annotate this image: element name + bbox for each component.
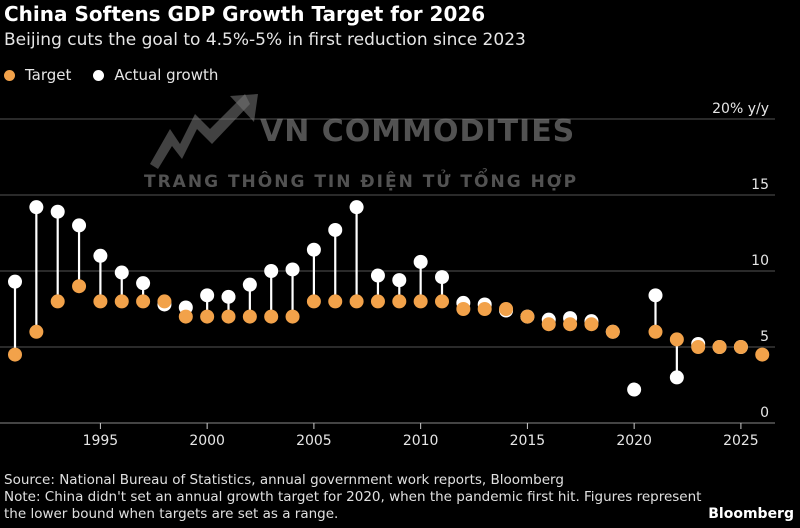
target-point (29, 324, 44, 339)
actual-point (221, 289, 236, 304)
actual-dot-icon (93, 69, 105, 81)
target-point (520, 309, 535, 324)
x-tick-label: 2000 (189, 433, 225, 449)
target-point (200, 309, 215, 324)
source-note: Source: National Bureau of Statistics, a… (4, 472, 564, 488)
target-point (712, 340, 727, 354)
chart-plot: 0 5 10 15 20% y/y 1995 2000 2005 2010 2015 2020 20… (0, 101, 775, 449)
actual-point (306, 242, 321, 257)
actual-point (435, 270, 449, 285)
target-point (413, 294, 428, 309)
target-point (435, 294, 449, 309)
actual-point (200, 288, 215, 303)
target-point (691, 340, 706, 354)
target-point (242, 309, 257, 324)
legend-label-target: Target (25, 66, 72, 84)
x-tick-label: 2020 (616, 433, 652, 449)
y-tick-label: 15 (751, 177, 769, 193)
actual-point (93, 248, 108, 263)
target-point (605, 324, 620, 339)
footer: Source: National Bureau of Statistics, a… (4, 472, 724, 523)
target-point (563, 317, 578, 332)
target-point (221, 309, 236, 324)
y-tick-label: 0 (760, 405, 769, 421)
target-point (755, 347, 770, 362)
target-point (477, 302, 492, 316)
stems (13, 207, 700, 378)
x-tick-label: 2025 (723, 433, 759, 449)
target-point (648, 324, 663, 339)
target-point (733, 340, 748, 354)
target-dot-icon (4, 69, 15, 81)
actual-point (264, 264, 279, 278)
brand-logo: Bloomberg (708, 506, 794, 522)
actual-point (72, 218, 87, 233)
target-point (50, 294, 65, 309)
actual-point (392, 273, 407, 288)
target-points (8, 279, 770, 362)
target-point (370, 294, 385, 309)
actual-point (285, 262, 300, 277)
target-point (285, 309, 300, 324)
target-point (349, 294, 364, 309)
target-point (328, 294, 343, 309)
y-tick-label: 20% y/y (712, 101, 769, 117)
actual-point (8, 274, 22, 289)
actual-point (349, 200, 364, 215)
target-point (584, 317, 599, 332)
actual-point (29, 200, 44, 215)
target-point (306, 294, 321, 309)
x-axis-ticks: 1995 2000 2005 2010 2015 2020 2025 (83, 423, 759, 449)
target-point (157, 294, 172, 309)
target-point (392, 294, 407, 309)
chart-title: China Softens GDP Growth Target for 2026 (4, 2, 486, 26)
legend-label-actual: Actual growth (114, 66, 219, 84)
actual-point (136, 276, 151, 291)
actual-point (413, 254, 428, 269)
target-point (669, 332, 684, 347)
actual-point (669, 370, 684, 385)
actual-point (50, 204, 65, 219)
x-tick-label: 1995 (83, 433, 119, 449)
target-point (8, 347, 22, 362)
target-point (114, 294, 129, 309)
actual-point (242, 277, 257, 292)
legend-item-actual: Actual growth (93, 66, 218, 84)
x-tick-label: 2015 (510, 433, 546, 449)
actual-point (370, 268, 385, 283)
gridlines (0, 118, 775, 424)
legend-item-target: Target (4, 66, 71, 84)
x-tick-label: 2010 (403, 433, 439, 449)
actual-point (627, 382, 642, 397)
target-point (456, 302, 471, 316)
actual-point (328, 222, 343, 237)
footnote: Note: China didn't set an annual growth … (4, 489, 702, 522)
target-point (136, 294, 151, 309)
target-point (72, 279, 87, 294)
target-point (499, 302, 514, 316)
target-point (93, 294, 108, 309)
target-point (178, 309, 193, 324)
target-point (264, 309, 279, 324)
chart-subtitle: Beijing cuts the goal to 4.5%-5% in firs… (4, 30, 526, 50)
y-axis-labels: 0 5 10 15 20% y/y (712, 101, 769, 421)
actual-point (648, 288, 663, 303)
y-tick-label: 5 (760, 329, 769, 345)
target-point (541, 317, 556, 332)
actual-point (114, 265, 129, 280)
legend: Target Actual growth (4, 66, 240, 84)
y-tick-label: 10 (751, 253, 769, 269)
x-tick-label: 2005 (296, 433, 332, 449)
